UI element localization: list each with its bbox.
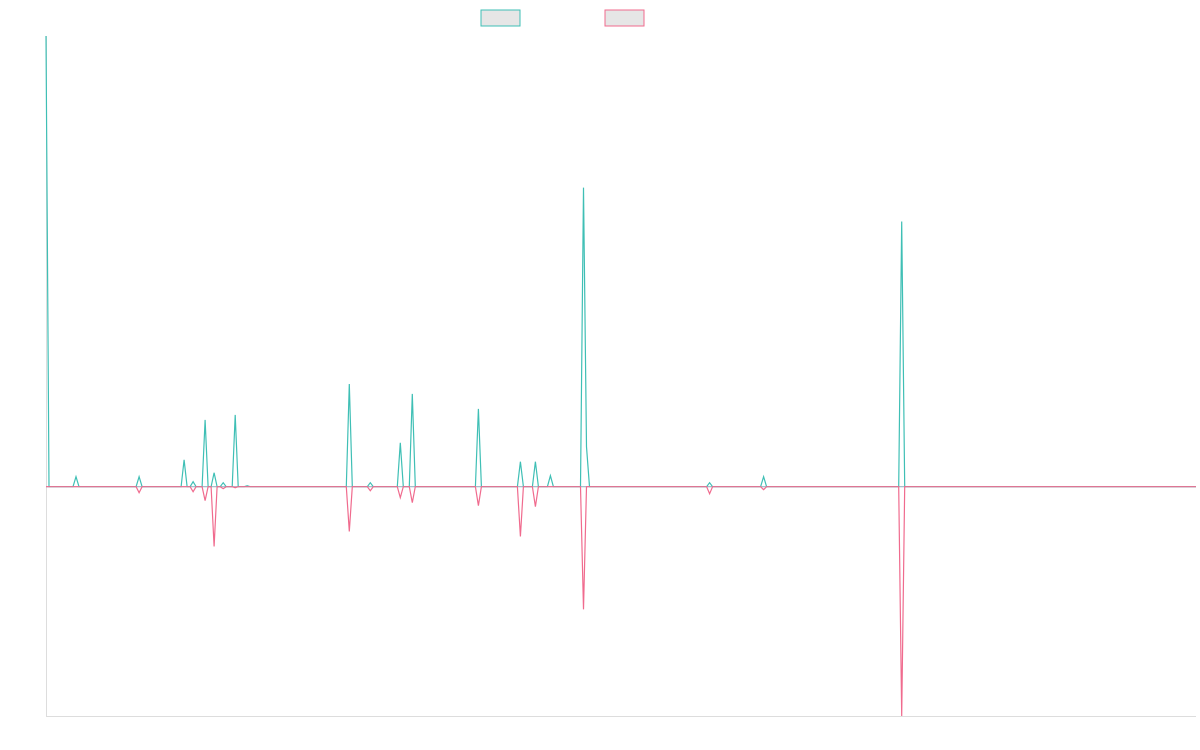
- legend-swatch-2[interactable]: [604, 9, 645, 27]
- series-layer: [45, 35, 1196, 717]
- legend: [480, 9, 645, 27]
- series-line-1: [45, 35, 1196, 488]
- legend-swatch-1[interactable]: [480, 9, 521, 27]
- series-line-2: [46, 486, 1196, 717]
